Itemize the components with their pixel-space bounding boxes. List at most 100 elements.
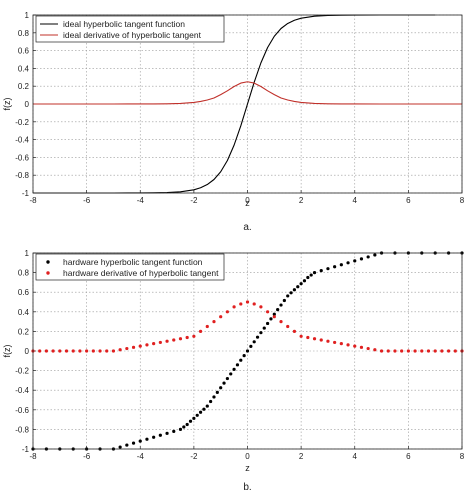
series-1 — [31, 300, 464, 353]
data-point — [131, 441, 136, 445]
data-point — [272, 312, 276, 316]
data-point — [235, 363, 240, 367]
data-point — [212, 395, 216, 399]
data-point — [178, 337, 183, 341]
data-point — [453, 349, 457, 353]
data-point — [158, 433, 162, 437]
grid — [32, 14, 463, 194]
data-point — [232, 305, 236, 309]
x-tick-label: -4 — [137, 196, 145, 205]
data-point — [172, 338, 176, 342]
data-point — [312, 337, 317, 341]
data-point — [239, 358, 243, 362]
data-point — [105, 349, 109, 353]
data-point — [205, 324, 209, 329]
data-point — [406, 349, 410, 353]
x-tick-label: -8 — [29, 196, 37, 205]
data-point — [259, 305, 263, 309]
data-point — [245, 300, 250, 304]
data-point — [111, 349, 116, 353]
data-point — [98, 349, 102, 353]
legend-swatch — [46, 260, 50, 264]
data-point — [158, 340, 162, 345]
data-point — [276, 308, 280, 312]
data-point — [252, 340, 256, 344]
data-point — [145, 343, 149, 347]
data-point — [215, 390, 219, 394]
data-point — [282, 298, 286, 303]
data-point — [393, 349, 397, 353]
x-tick-label: 0 — [245, 452, 250, 461]
y-tick-label: -0.6 — [15, 153, 29, 162]
data-point — [165, 431, 169, 435]
data-point — [182, 425, 186, 429]
axes-frame — [32, 252, 463, 450]
data-point — [131, 345, 136, 349]
data-point — [51, 349, 55, 353]
data-point — [212, 320, 216, 324]
legend-entry: ideal derivative of hyperbolic tangent — [63, 30, 202, 40]
data-point — [373, 348, 377, 352]
series-line — [33, 81, 462, 105]
data-point — [333, 265, 337, 269]
data-point — [78, 349, 82, 353]
data-point — [262, 326, 266, 330]
data-point — [255, 335, 260, 339]
legend-box — [35, 253, 225, 281]
data-point — [446, 349, 451, 353]
x-tick-label: -2 — [190, 196, 198, 205]
data-point — [306, 275, 310, 280]
data-point — [279, 320, 283, 324]
data-point — [222, 381, 226, 385]
data-point — [209, 399, 213, 404]
data-point — [400, 349, 404, 353]
x-tick-label: 8 — [460, 196, 465, 205]
y-tick-label: 0.8 — [18, 29, 30, 38]
data-point — [91, 349, 95, 353]
data-point — [346, 261, 350, 265]
data-point — [188, 419, 193, 423]
data-point — [38, 349, 42, 353]
data-point — [299, 334, 303, 338]
y-tick-label: 0 — [25, 100, 30, 109]
data-point — [266, 310, 270, 314]
data-point — [289, 291, 293, 295]
x-tick-label: -4 — [137, 452, 145, 461]
y-tick-label: -0.2 — [15, 118, 29, 127]
data-point — [339, 263, 343, 267]
data-point — [245, 349, 250, 353]
panel-caption: b. — [243, 482, 251, 493]
legend-entry: hardware derivative of hyperbolic tangen… — [63, 268, 219, 278]
data-point — [326, 267, 330, 271]
data-point — [118, 445, 122, 449]
y-tick-label: 1 — [25, 249, 30, 258]
data-point — [366, 346, 370, 351]
series-1 — [33, 81, 462, 105]
legend-swatch — [46, 271, 50, 275]
data-point — [225, 310, 229, 314]
x-tick-label: 6 — [406, 196, 411, 205]
data-point — [319, 338, 323, 342]
y-tick-label: -0.8 — [15, 171, 29, 180]
data-point — [185, 422, 189, 427]
data-point — [339, 342, 343, 346]
chart-panel-0: -8 -6 -4 -2 0 2 4 6 8 -1 -0.8 -0.6 -0.4 -0.2 0 0.2 0.4 0.… — [2, 11, 465, 233]
data-point — [165, 339, 169, 343]
data-point — [249, 344, 253, 348]
y-tick-label: -1 — [22, 445, 30, 454]
data-point — [138, 344, 142, 348]
data-point — [433, 349, 437, 353]
y-axis-label: f(z) — [2, 345, 12, 358]
data-point — [198, 410, 203, 414]
data-point — [44, 349, 49, 353]
legend-box — [35, 15, 225, 43]
series-0 — [31, 251, 464, 451]
data-point — [302, 279, 307, 283]
data-point — [125, 443, 129, 447]
data-point — [420, 349, 424, 353]
data-point — [225, 376, 229, 381]
y-tick-label: 0.2 — [18, 327, 30, 336]
data-point — [286, 324, 290, 329]
data-point — [202, 407, 206, 411]
